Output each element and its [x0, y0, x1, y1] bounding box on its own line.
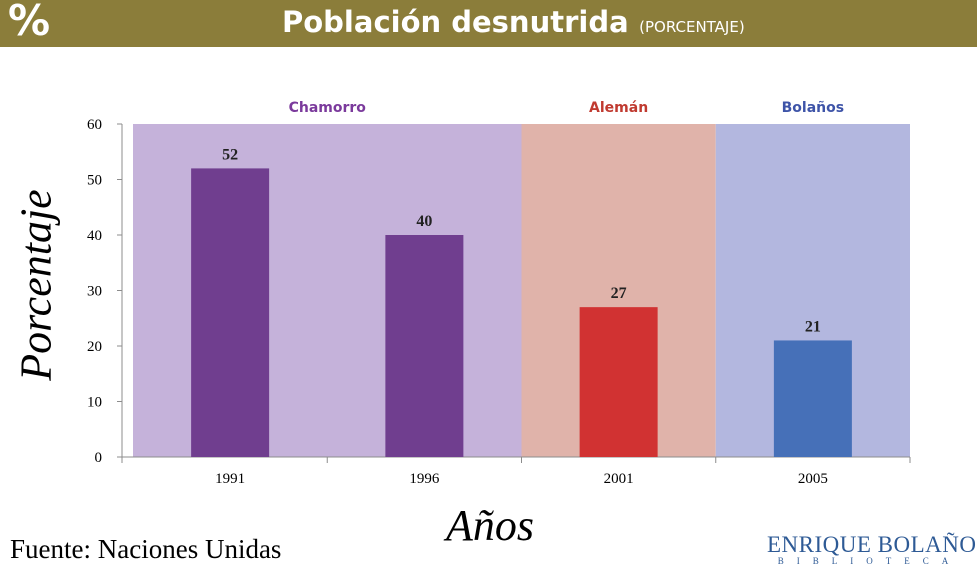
library-logo: ENRIQUE BOLAÑOS BIBLIOTECA: [767, 532, 977, 566]
y-tick-label: 50: [87, 173, 102, 189]
bar-value-label: 27: [611, 285, 627, 302]
logo-main-text: ENRIQUE BOLAÑOS: [767, 532, 977, 557]
title-subtitle: (PORCENTAJE): [639, 18, 745, 36]
bar-value-label: 52: [222, 146, 238, 163]
header-bar: % Población desnutrida (PORCENTAJE): [0, 0, 977, 47]
y-tick-label: 60: [87, 117, 102, 133]
x-tick-label: 1996: [409, 471, 440, 487]
period-label: Chamorro: [289, 100, 367, 116]
percent-icon: %: [8, 0, 51, 45]
bar: [579, 307, 658, 457]
x-axis-label: Años: [446, 501, 534, 550]
logo-sub-text: BIBLIOTECA: [777, 556, 962, 566]
bar: [773, 340, 852, 457]
bar-value-label: 40: [416, 213, 432, 230]
y-tick-label: 40: [87, 228, 102, 244]
bar: [385, 235, 464, 457]
y-axis-label: Porcentaje: [11, 189, 61, 381]
source-note: Fuente: Naciones Unidas: [10, 534, 282, 564]
x-tick-label: 2005: [798, 471, 828, 487]
x-tick-label: 1991: [215, 471, 245, 487]
bar: [191, 168, 270, 457]
period-label: Bolaños: [782, 100, 844, 116]
title-text: Población desnutrida: [282, 5, 629, 39]
bar-value-label: 21: [805, 318, 821, 335]
page-title: Población desnutrida (PORCENTAJE): [282, 5, 745, 39]
x-tick-label: 2001: [604, 471, 634, 487]
y-tick-label: 20: [87, 339, 102, 355]
y-tick-label: 10: [87, 395, 102, 411]
period-label: Alemán: [589, 100, 648, 116]
y-tick-label: 0: [95, 450, 103, 466]
y-tick-label: 30: [87, 284, 102, 300]
